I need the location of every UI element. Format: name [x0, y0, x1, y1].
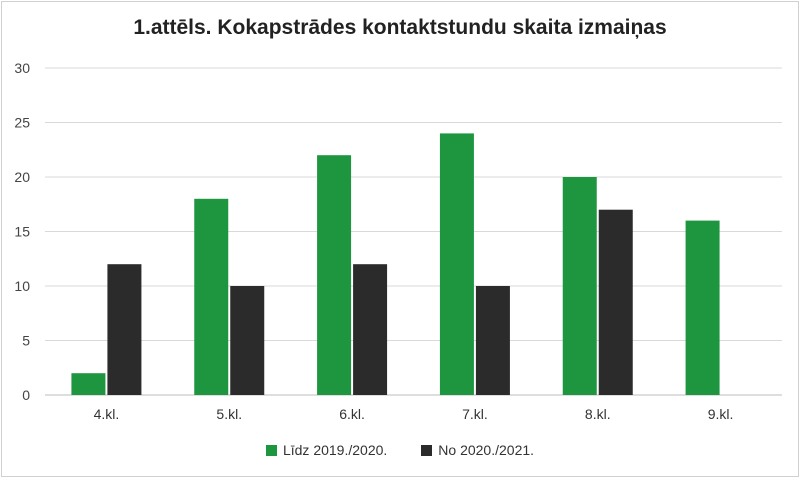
legend-swatch-series-1	[265, 444, 277, 456]
y-tick-label: 15	[14, 224, 30, 240]
x-tick-label: 8.kl.	[585, 406, 611, 422]
x-tick-label: 4.kl.	[94, 406, 120, 422]
bar-series-1	[685, 220, 720, 395]
bar-series-1	[194, 198, 229, 395]
x-tick-label: 6.kl.	[339, 406, 365, 422]
x-tick-label: 5.kl.	[216, 406, 242, 422]
chart-title: 1.attēls. Kokapstrādes kontaktstundu ska…	[133, 16, 667, 39]
legend-label-series-2: No 2020./2021.	[438, 442, 535, 458]
legend: Līdz 2019./2020. No 2020./2021.	[0, 442, 800, 458]
y-tick-label: 25	[14, 115, 30, 131]
legend-swatch-series-2	[421, 444, 433, 456]
bar-series-1	[439, 133, 474, 395]
y-tick-label: 0	[22, 387, 30, 403]
x-tick-label: 7.kl.	[462, 406, 488, 422]
bar-series-2	[598, 209, 633, 395]
y-tick-label: 20	[14, 169, 30, 185]
legend-label-series-1: Līdz 2019./2020.	[282, 442, 388, 458]
legend-item-series-2: No 2020./2021.	[421, 442, 534, 458]
y-tick-label: 5	[22, 333, 30, 349]
bar-series-1	[562, 177, 597, 395]
bar-series-1	[71, 373, 106, 395]
bar-series-2	[230, 286, 265, 395]
x-axis-tick-labels: 4.kl. 5.kl. 6.kl. 7.kl. 8.kl. 9.kl.	[94, 406, 734, 422]
legend-item-series-1: Līdz 2019./2020.	[265, 442, 388, 458]
bar-series-1	[317, 155, 352, 395]
bar-series-2	[107, 264, 142, 395]
y-tick-label: 10	[14, 278, 30, 294]
x-tick-label: 9.kl.	[708, 406, 734, 422]
y-axis-tick-labels: 0 5 10 15 20 25 30	[14, 60, 30, 403]
bar-series-2	[475, 286, 510, 395]
bars	[71, 133, 720, 395]
gridlines	[45, 67, 782, 396]
bar-series-2	[353, 264, 388, 395]
y-tick-label: 30	[14, 60, 30, 76]
